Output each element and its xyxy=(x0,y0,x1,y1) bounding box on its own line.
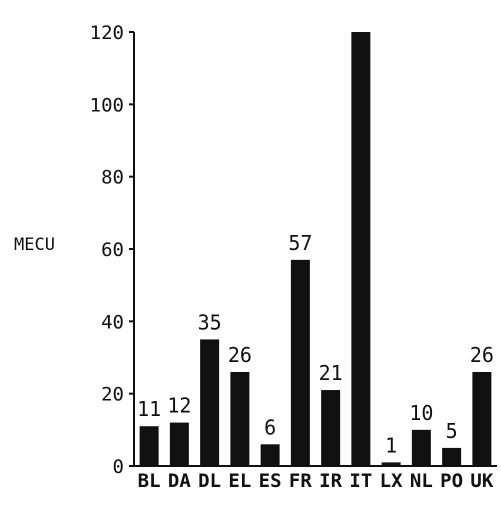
data-label: 11 xyxy=(137,397,161,421)
bar-lx xyxy=(381,462,401,466)
bar-bl xyxy=(139,426,159,466)
bar-uk xyxy=(472,371,492,466)
data-label: 35 xyxy=(198,310,222,334)
bar-el xyxy=(230,371,250,466)
category-label: IT xyxy=(349,470,372,492)
y-tick-label: 40 xyxy=(101,311,124,333)
data-label: 12 xyxy=(167,394,191,418)
bar-po xyxy=(442,447,462,466)
data-label: 5 xyxy=(446,419,458,443)
category-label: LX xyxy=(380,470,403,492)
data-label: 26 xyxy=(228,343,252,367)
category-label: BL xyxy=(138,470,161,492)
bar-nl xyxy=(411,429,431,466)
y-tick-label: 80 xyxy=(101,167,124,189)
category-labels: BL DA DL EL ES FR IR IT LX NL PO UK xyxy=(138,470,494,492)
data-label: 26 xyxy=(470,343,494,367)
category-label: DA xyxy=(168,470,191,492)
category-label: ES xyxy=(259,470,282,492)
y-tick-label: 0 xyxy=(113,456,124,478)
category-label: PO xyxy=(440,470,463,492)
bar-it xyxy=(351,32,371,466)
category-label: UK xyxy=(470,470,493,492)
y-axis-label: MECU xyxy=(14,235,55,255)
data-label: 1 xyxy=(385,433,397,457)
bars xyxy=(139,32,492,466)
category-label: FR xyxy=(289,470,312,492)
y-tick-label: 60 xyxy=(101,239,124,261)
category-label: IR xyxy=(319,470,342,492)
data-label: 10 xyxy=(409,401,433,425)
data-label: 57 xyxy=(288,231,312,255)
data-label: 21 xyxy=(319,361,343,385)
bar-fr xyxy=(290,259,310,466)
bar-es xyxy=(260,444,280,466)
y-tick-label: 120 xyxy=(90,22,124,44)
bar-da xyxy=(169,422,189,466)
data-label: 6 xyxy=(264,415,276,439)
y-tick-label: 100 xyxy=(90,94,124,116)
y-axis-ticks: 0 20 40 60 80 100 120 xyxy=(90,22,134,478)
bar-dl xyxy=(200,339,220,466)
bar-ir xyxy=(321,390,341,466)
category-label: DL xyxy=(198,470,221,492)
category-label: EL xyxy=(228,470,251,492)
category-label: NL xyxy=(410,470,433,492)
y-tick-label: 20 xyxy=(101,384,124,406)
